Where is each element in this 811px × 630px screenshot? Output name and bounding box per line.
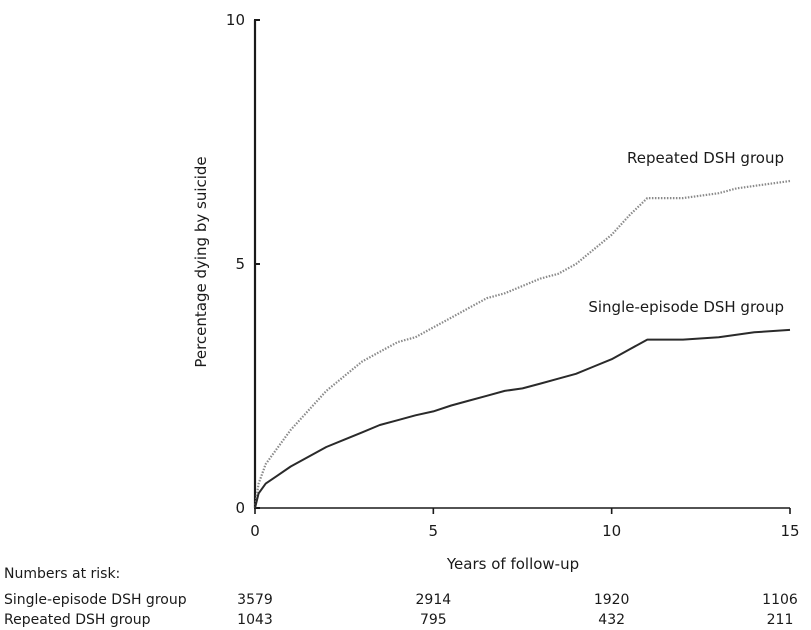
- risk-value: 3579: [237, 592, 273, 608]
- y-tick-label: 0: [235, 499, 245, 517]
- risk-row-label: Repeated DSH group: [4, 612, 151, 628]
- x-tick-label: 0: [250, 522, 260, 540]
- y-tick-label: 5: [235, 255, 245, 273]
- risk-value: 211: [766, 612, 794, 628]
- x-tick-label: 5: [429, 522, 439, 540]
- risk-value: 1920: [593, 592, 630, 608]
- x-tick-label: 10: [602, 522, 621, 540]
- risk-value: 1043: [237, 612, 273, 628]
- risk-row-label: Single-episode DSH group: [4, 592, 187, 608]
- x-axis-title: Years of follow-up: [446, 555, 579, 573]
- repeated-dsh-label: Repeated DSH group: [627, 149, 784, 167]
- series-lines: [253, 179, 791, 509]
- y-axis-title: Percentage dying by suicide: [192, 156, 210, 367]
- x-axis: 0 5 10 15: [250, 507, 800, 540]
- y-axis: 0 5 10: [226, 11, 260, 517]
- y-tick-label: 10: [226, 11, 245, 29]
- series-labels: Repeated DSH group Single-episode DSH gro…: [588, 149, 784, 316]
- repeated-dsh-line: [253, 179, 791, 509]
- numbers-at-risk-title: Numbers at risk:: [4, 566, 121, 582]
- single-episode-dsh-line: [254, 328, 791, 509]
- risk-value: 795: [419, 612, 447, 628]
- risk-value: 432: [598, 612, 626, 628]
- x-tick-label: 15: [780, 522, 799, 540]
- risk-value: 1106: [762, 592, 798, 608]
- risk-value: 2914: [415, 592, 452, 608]
- single-episode-dsh-label: Single-episode DSH group: [588, 298, 784, 316]
